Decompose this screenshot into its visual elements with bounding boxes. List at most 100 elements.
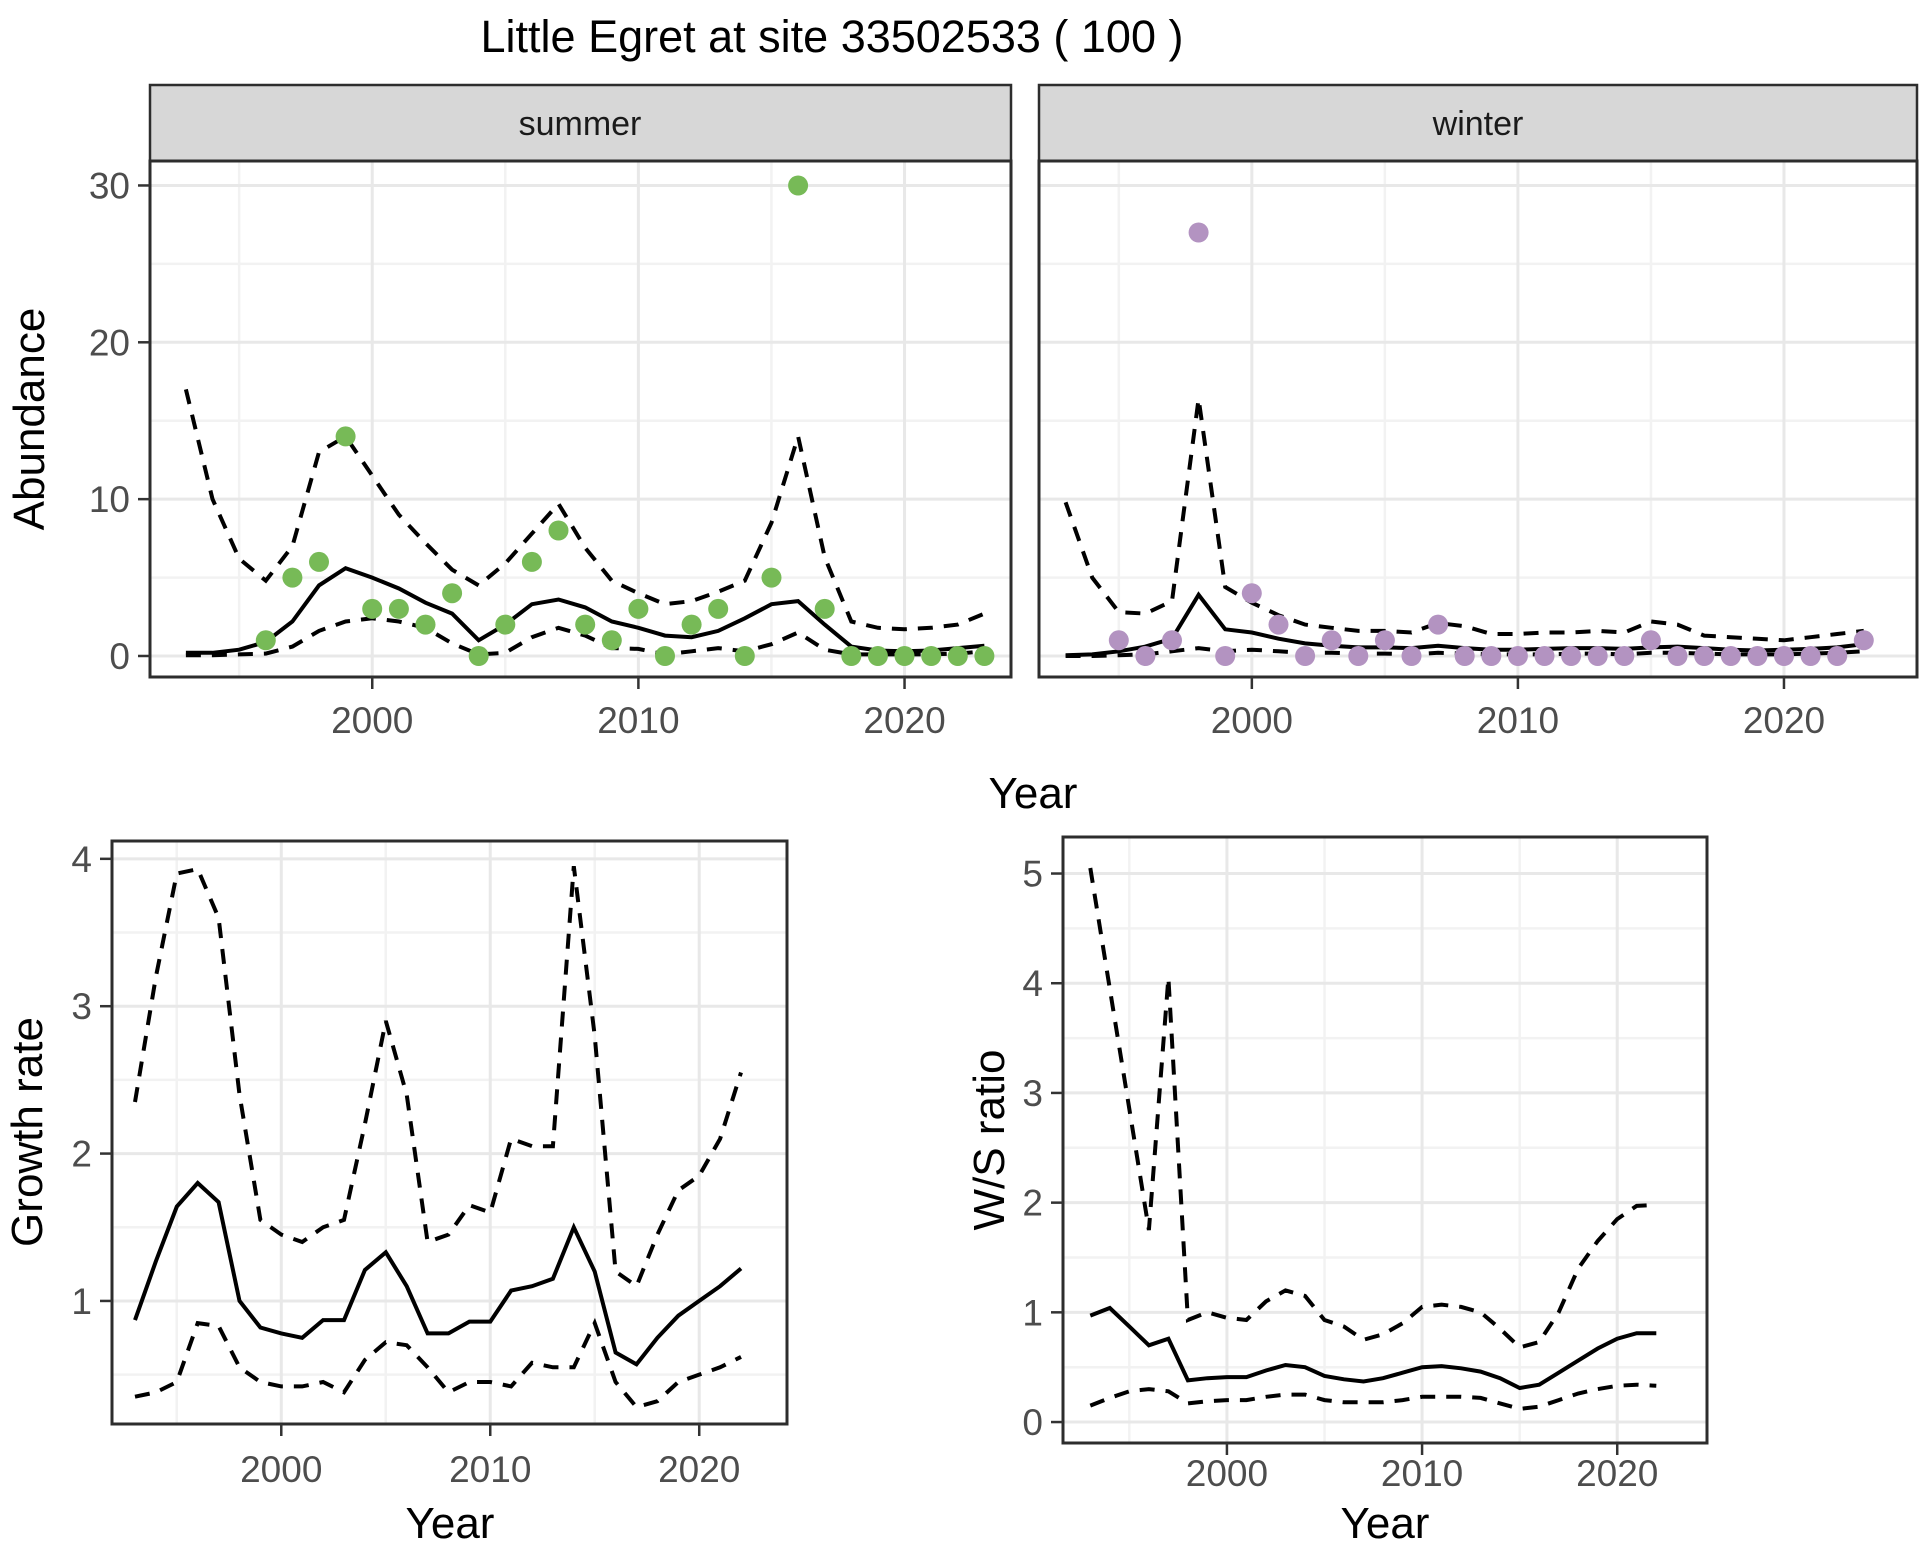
facet-strip-winter-background <box>1037 83 1919 163</box>
summer-point <box>974 646 995 666</box>
winter-point <box>1640 630 1661 651</box>
summer-points <box>255 175 995 666</box>
facet-strip-winter: winter <box>1037 83 1919 163</box>
winter-point <box>1827 646 1848 666</box>
summer-y-tick-label: 0 <box>109 636 130 677</box>
panel-ws-x-axis: 2000 2010 2020 <box>1186 1443 1658 1494</box>
ws-lower-ci-line <box>1089 1382 1657 1411</box>
panel-ws-y-axis: 0 1 2 3 4 5 <box>1022 854 1063 1443</box>
summer-y-tick-label: 10 <box>89 479 130 520</box>
panel-ws-series <box>1088 867 1657 1411</box>
summer-point <box>362 598 383 619</box>
summer-lower-ci-line <box>185 616 985 658</box>
summer-point <box>442 583 463 604</box>
summer-point <box>921 646 942 666</box>
growth-upper-ci-line <box>133 865 743 1290</box>
winter-point <box>1428 614 1449 635</box>
winter-point <box>1268 614 1289 635</box>
summer-point <box>415 614 436 635</box>
growth-x-tick-label: 2020 <box>658 1449 740 1490</box>
winter-point <box>1454 646 1475 666</box>
winter-point <box>1401 646 1422 666</box>
panel-summer-grid-major <box>150 161 1011 677</box>
summer-point <box>761 567 782 588</box>
summer-point <box>628 598 649 619</box>
winter-point <box>1667 646 1688 666</box>
ws-x-tick-label: 2000 <box>1186 1453 1268 1494</box>
panel-growth-x-axis: 2000 2010 2020 <box>240 1424 740 1490</box>
panel-growth-series <box>133 865 743 1410</box>
panel-winter-border <box>1037 159 1919 679</box>
winter-x-tick-label: 2000 <box>1211 700 1293 741</box>
summer-point <box>548 520 569 541</box>
ws-median-line <box>1089 1305 1657 1391</box>
winter-point <box>1720 646 1741 666</box>
summer-point <box>495 614 516 635</box>
winter-point <box>1108 630 1129 651</box>
summer-point <box>814 598 835 619</box>
summer-point <box>655 646 675 666</box>
ws-x-tick-label: 2010 <box>1381 1453 1463 1494</box>
winter-point <box>1295 646 1316 666</box>
panel-winter-grid-minor <box>1039 161 1917 677</box>
growth-median-line <box>133 1180 743 1367</box>
panel-winter-grid-major <box>1039 161 1917 677</box>
panel-summer-border <box>148 159 1013 679</box>
summer-y-tick-label: 20 <box>89 322 130 363</box>
panel-growth-y-axis: 1 2 3 4 <box>71 839 112 1322</box>
growth-lower-ci-line <box>134 1317 742 1410</box>
ws-y-tick-label: 2 <box>1022 1183 1043 1224</box>
x-axis-title-year-ws: Year <box>1341 1499 1430 1548</box>
summer-point <box>947 646 968 666</box>
winter-point <box>1321 630 1342 651</box>
growth-y-tick-label: 1 <box>71 1281 92 1322</box>
ws-y-tick-label: 1 <box>1022 1292 1043 1333</box>
summer-upper-ci-line <box>183 388 986 632</box>
y-axis-title-ws-ratio: W/S ratio <box>965 1050 1014 1231</box>
panel-growth-border <box>110 839 789 1426</box>
summer-point <box>788 175 809 196</box>
x-axis-title-year-top: Year <box>989 769 1078 818</box>
panel-growth-grid-minor <box>112 841 787 1424</box>
panel-summer-x-axis: 2000 2010 2020 <box>331 677 946 741</box>
winter-point <box>1135 646 1156 666</box>
panel-ws-grid-minor <box>1063 837 1707 1443</box>
winter-point <box>1534 646 1555 666</box>
winter-point <box>1853 630 1874 651</box>
ws-y-tick-label: 0 <box>1022 1402 1043 1443</box>
winter-point <box>1561 646 1582 666</box>
summer-point <box>601 630 622 651</box>
growth-y-tick-label: 4 <box>71 839 92 880</box>
growth-y-tick-label: 2 <box>71 1134 92 1175</box>
panel-growth-grid-major <box>112 841 787 1424</box>
growth-x-tick-label: 2000 <box>240 1449 322 1490</box>
winter-points <box>1108 222 1874 666</box>
panel-growth: 2000 2010 2020 1 2 3 4 <box>71 839 789 1490</box>
summer-point <box>309 551 329 572</box>
panel-summer-y-axis: 0 10 20 30 <box>89 165 150 677</box>
panel-summer-series <box>183 175 995 666</box>
winter-point <box>1481 646 1502 666</box>
summer-point <box>521 551 542 572</box>
winter-point <box>1162 630 1182 651</box>
panel-summer-background <box>150 161 1011 677</box>
winter-point <box>1694 646 1715 666</box>
panel-winter-background <box>1039 161 1917 677</box>
winter-point <box>1774 646 1794 666</box>
ws-upper-ci-line <box>1088 867 1657 1350</box>
facet-strip-summer-label: summer <box>519 105 642 143</box>
winter-point <box>1348 646 1369 666</box>
summer-point <box>708 598 729 619</box>
y-axis-title-abundance: Abundance <box>5 308 54 531</box>
panel-ws-grid-major <box>1063 837 1707 1443</box>
winter-upper-ci-line <box>1063 398 1865 643</box>
panel-ws: 2000 2010 2020 0 1 2 3 4 5 <box>1022 835 1709 1494</box>
chart-title: Little Egret at site 33502533 ( 100 ) <box>481 11 1184 62</box>
ws-x-tick-label: 2020 <box>1576 1453 1658 1494</box>
winter-point <box>1614 646 1635 666</box>
winter-x-tick-label: 2010 <box>1477 700 1559 741</box>
growth-x-tick-label: 2010 <box>449 1449 531 1490</box>
panel-winter: 2000 2010 2020 <box>1037 159 1919 741</box>
winter-point <box>1587 646 1608 666</box>
